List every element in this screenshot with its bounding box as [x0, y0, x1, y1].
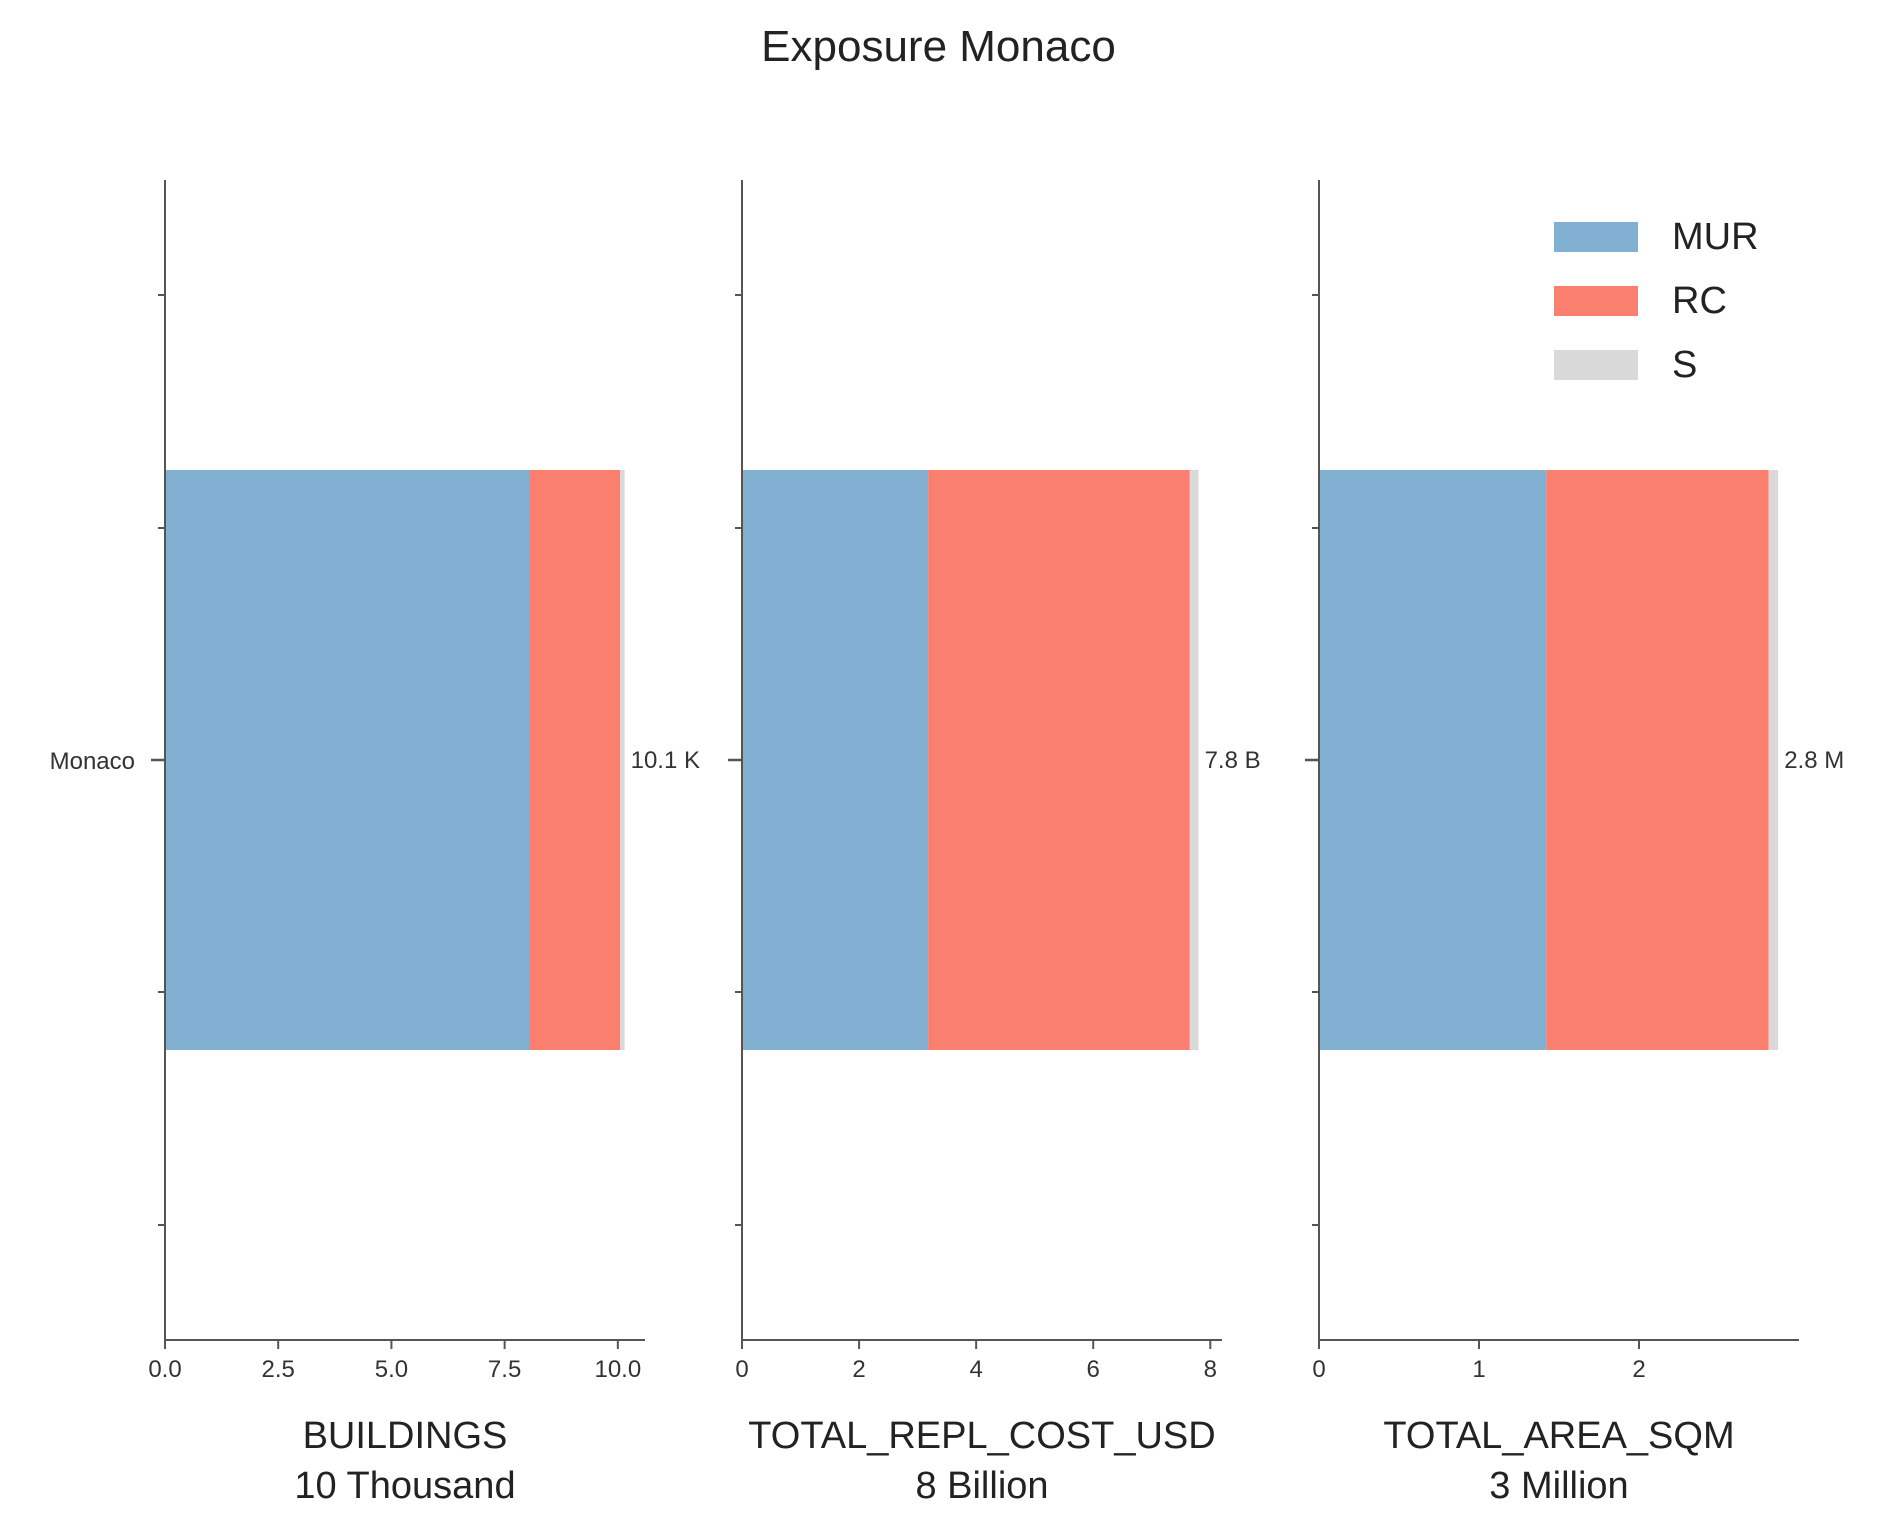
bar-mur-panel-3: [1319, 470, 1547, 1050]
x-tick-label-panel-2: 0: [735, 1356, 748, 1383]
x-axis-sublabel-panel-2: 8 Billion: [915, 1465, 1048, 1507]
y-tick-label-monaco: Monaco: [50, 748, 135, 775]
x-tick-label-panel-3: 1: [1472, 1356, 1485, 1383]
bar-rc-panel-2: [928, 470, 1190, 1050]
x-axis-label-panel-2: TOTAL_REPL_COST_USD: [748, 1415, 1215, 1457]
x-tick-label-panel-1: 2.5: [262, 1356, 295, 1383]
x-tick-label-panel-2: 4: [969, 1356, 982, 1383]
x-axis-sublabel-panel-1: 10 Thousand: [294, 1465, 515, 1507]
x-axis-label-panel-3: TOTAL_AREA_SQM: [1383, 1415, 1734, 1457]
x-tick-label-panel-2: 6: [1087, 1356, 1100, 1383]
bar-s-panel-3: [1768, 470, 1779, 1050]
x-tick-label-panel-3: 2: [1632, 1356, 1645, 1383]
x-tick-label-panel-2: 2: [852, 1356, 865, 1383]
x-tick-label-panel-3: 0: [1312, 1356, 1325, 1383]
bar-s-panel-1: [620, 470, 625, 1050]
chart-title: Exposure Monaco: [761, 22, 1116, 71]
bar-rc-panel-3: [1546, 470, 1769, 1050]
legend-swatch-rc: [1554, 286, 1638, 316]
x-axis-sublabel-panel-3: 3 Million: [1489, 1465, 1628, 1507]
x-tick-label-panel-1: 0.0: [148, 1356, 181, 1383]
bar-mur-panel-2: [742, 470, 929, 1050]
legend-label-s: S: [1672, 344, 1697, 386]
total-label-panel-2: 7.8 B: [1205, 747, 1261, 774]
bar-s-panel-2: [1189, 470, 1199, 1050]
legend-swatch-mur: [1554, 222, 1638, 252]
legend-label-mur: MUR: [1672, 216, 1759, 258]
legend-label-rc: RC: [1672, 280, 1727, 322]
x-tick-label-panel-1: 5.0: [375, 1356, 408, 1383]
total-label-panel-1: 10.1 K: [631, 747, 700, 774]
x-axis-label-panel-1: BUILDINGS: [303, 1415, 508, 1457]
bar-mur-panel-1: [165, 470, 530, 1050]
x-tick-label-panel-2: 8: [1204, 1356, 1217, 1383]
total-label-panel-3: 2.8 M: [1784, 747, 1844, 774]
bar-rc-panel-1: [529, 470, 621, 1050]
x-tick-label-panel-1: 10.0: [594, 1356, 641, 1383]
x-tick-label-panel-1: 7.5: [488, 1356, 521, 1383]
legend-swatch-s: [1554, 350, 1638, 380]
